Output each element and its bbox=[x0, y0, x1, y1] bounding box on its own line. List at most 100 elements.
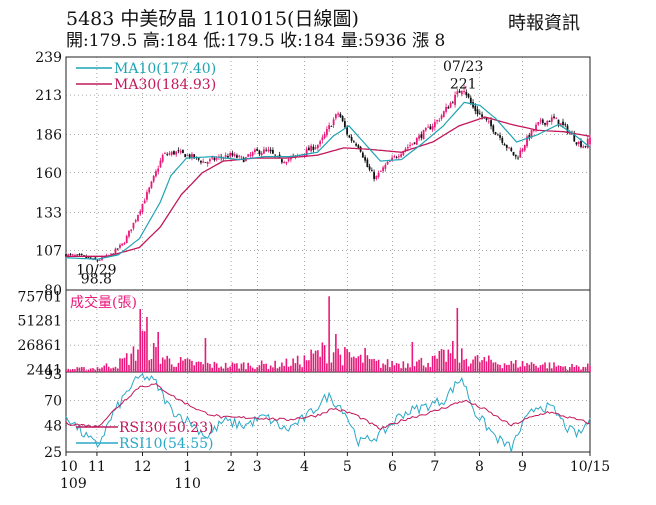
volume-bar bbox=[510, 360, 513, 372]
candle-body bbox=[206, 162, 209, 164]
volume-bar bbox=[233, 363, 236, 372]
volume-bar bbox=[175, 366, 177, 372]
volume-bar bbox=[200, 362, 202, 372]
candle-body bbox=[314, 147, 317, 149]
volume-bar bbox=[559, 366, 562, 372]
legend-label-ma30: MA30(184.93) bbox=[114, 77, 216, 93]
legend-label-ma10: MA10(177.40) bbox=[114, 61, 216, 77]
volume-bar bbox=[170, 364, 173, 372]
candle-body bbox=[429, 126, 432, 130]
volume-bar bbox=[107, 366, 110, 372]
candle-body bbox=[285, 161, 288, 164]
candle-body bbox=[474, 105, 477, 111]
volume-bar bbox=[206, 362, 209, 372]
low-annotation: 98.8 bbox=[81, 271, 112, 287]
candle-body bbox=[490, 120, 492, 127]
candle-body bbox=[553, 116, 555, 119]
volume-bar bbox=[141, 330, 144, 372]
volume-bar bbox=[384, 364, 387, 372]
candle-body bbox=[130, 229, 133, 231]
volume-bar bbox=[321, 342, 324, 372]
candle-body bbox=[337, 113, 340, 115]
volume-bar bbox=[470, 363, 472, 372]
candle-body bbox=[339, 113, 342, 118]
candle-body bbox=[280, 159, 283, 163]
volume-bar bbox=[461, 348, 463, 372]
candle-body bbox=[247, 154, 250, 157]
volume-bar bbox=[301, 367, 303, 372]
candle-body bbox=[161, 154, 164, 162]
volume-bar bbox=[404, 367, 407, 372]
candle-body bbox=[424, 128, 427, 131]
volume-bar bbox=[281, 362, 283, 372]
candle-body bbox=[352, 141, 355, 143]
x-tick-sublabel: 109 bbox=[60, 476, 87, 492]
volume-bar bbox=[357, 356, 360, 372]
volume-bar bbox=[143, 331, 146, 372]
volume-bar bbox=[546, 368, 549, 372]
candle-body bbox=[562, 121, 564, 125]
volume-bar bbox=[184, 359, 186, 372]
candle-body bbox=[445, 107, 447, 112]
volume-bar bbox=[402, 361, 405, 372]
candle-body bbox=[460, 90, 463, 95]
volume-bar bbox=[130, 353, 133, 372]
candle-body bbox=[346, 126, 349, 135]
volume-bar bbox=[479, 362, 481, 372]
volume-bar bbox=[164, 359, 166, 372]
candle-body bbox=[168, 153, 171, 155]
volume-bar bbox=[447, 349, 450, 372]
volume-bar bbox=[445, 361, 447, 372]
volume-bar bbox=[258, 365, 261, 372]
volume-bar bbox=[341, 365, 344, 372]
candle-body bbox=[420, 134, 423, 138]
candle-body bbox=[559, 123, 562, 127]
volume-bar bbox=[494, 362, 497, 372]
candle-body bbox=[384, 164, 387, 169]
candle-body bbox=[433, 122, 436, 128]
volume-bar bbox=[168, 358, 171, 372]
candle-body bbox=[137, 214, 139, 221]
candle-body bbox=[74, 255, 76, 256]
candle-body bbox=[179, 150, 182, 153]
volume-bar bbox=[359, 354, 362, 372]
candle-body bbox=[355, 143, 358, 146]
volume-bar bbox=[128, 365, 130, 372]
candle-body bbox=[157, 168, 160, 172]
volume-bar bbox=[152, 343, 155, 372]
volume-bar bbox=[328, 296, 330, 372]
volume-bar bbox=[256, 367, 258, 372]
candle-body bbox=[393, 156, 396, 158]
quote-summary: 開:179.5 高:184 低:179.5 收:184 量:5936 漲 8 bbox=[66, 31, 446, 51]
candle-body bbox=[166, 154, 169, 156]
data-source: 時報資訊 bbox=[508, 13, 580, 34]
candle-body bbox=[532, 130, 535, 132]
candle-body bbox=[492, 125, 495, 132]
volume-bar bbox=[483, 357, 486, 372]
candle-body bbox=[89, 257, 92, 259]
candle-body bbox=[447, 107, 450, 109]
volume-bar bbox=[78, 367, 81, 372]
volume-bar bbox=[290, 365, 292, 372]
volume-bar bbox=[265, 363, 267, 372]
volume-bar bbox=[382, 363, 384, 372]
price-tick-label: 160 bbox=[35, 166, 62, 182]
candle-body bbox=[211, 157, 214, 159]
candle-body bbox=[478, 113, 481, 115]
volume-bar bbox=[215, 363, 218, 372]
candle-body bbox=[332, 119, 335, 126]
volume-bar bbox=[287, 366, 290, 372]
candle-body bbox=[307, 147, 310, 151]
candle-body bbox=[188, 154, 191, 158]
candle-body bbox=[573, 133, 576, 142]
candle-body bbox=[377, 172, 380, 177]
volume-bar bbox=[96, 367, 99, 372]
volume-bar bbox=[101, 367, 103, 372]
volume-bar bbox=[454, 358, 456, 372]
volume-bar bbox=[362, 362, 364, 372]
volume-bar bbox=[269, 365, 272, 372]
candle-body bbox=[411, 143, 414, 145]
volume-bar bbox=[332, 352, 335, 372]
volume-bar bbox=[562, 366, 564, 372]
x-tick-label: 4 bbox=[300, 459, 309, 475]
